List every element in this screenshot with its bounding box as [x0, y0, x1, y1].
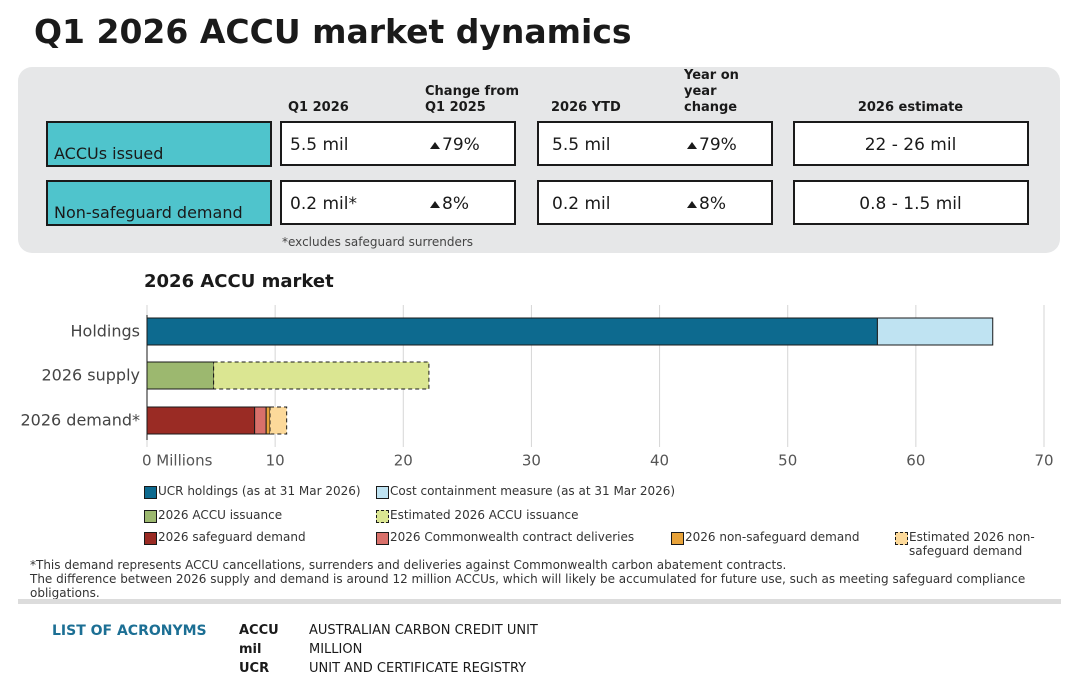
- legend-swatch: [671, 532, 684, 545]
- divider: [18, 599, 1061, 604]
- legend-swatch: [376, 486, 389, 499]
- bar: [269, 406, 288, 435]
- bar: [265, 406, 271, 435]
- column-header: Change from Q1 2025: [425, 84, 520, 115]
- acronym-meaning: UNIT AND CERTIFICATE REGISTRY: [309, 661, 527, 676]
- value-box: [793, 121, 1029, 166]
- acronyms-title: LIST OF ACRONYMS: [52, 623, 207, 639]
- bar: [876, 317, 994, 346]
- column-header: Year on year change: [684, 68, 739, 115]
- column-header: 2026 YTD: [551, 100, 621, 115]
- legend-swatch: [144, 486, 157, 499]
- acronym-meaning: AUSTRALIAN CARBON CREDIT UNIT: [309, 623, 538, 638]
- bar: [146, 406, 256, 435]
- value-box: [280, 180, 516, 225]
- legend-label: 2026 safeguard demand: [158, 530, 306, 544]
- column-header: 2026 estimate: [857, 100, 964, 115]
- legend-swatch: [144, 510, 157, 523]
- table-cell: 0.8 - 1.5 mil: [859, 194, 962, 214]
- table-cell: 79%: [699, 135, 737, 155]
- table-cell: 5.5 mil: [552, 135, 611, 155]
- up-arrow: [687, 142, 697, 149]
- y-tick-label: 2026 supply: [41, 366, 140, 385]
- value-box: [537, 180, 773, 225]
- table-cell: 8%: [442, 194, 469, 214]
- legend-swatch: [376, 532, 389, 545]
- table-cell: 79%: [442, 135, 480, 155]
- bar: [146, 361, 215, 390]
- table-cell: 5.5 mil: [290, 135, 349, 155]
- acronym: mil: [239, 642, 262, 657]
- row-label: Non-safeguard demand: [46, 180, 272, 226]
- y-tick-label: Holdings: [71, 322, 141, 341]
- acronym-meaning: MILLION: [309, 642, 363, 657]
- x-tick-label: 60: [906, 452, 925, 470]
- note: *This demand represents ACCU cancellatio…: [30, 558, 787, 572]
- x-tick-label: 50: [778, 452, 797, 470]
- value-box: [537, 121, 773, 166]
- value-box: [280, 121, 516, 166]
- notes: *This demand represents ACCU cancellatio…: [30, 558, 1090, 600]
- x-tick-label: 40: [650, 452, 669, 470]
- x-tick-label: 70: [1034, 452, 1053, 470]
- page-title: Q1 2026 ACCU market dynamics: [34, 12, 632, 51]
- column-header: Q1 2026: [288, 100, 349, 115]
- acronym: ACCU: [239, 623, 279, 638]
- table-cell: 8%: [699, 194, 726, 214]
- bar: [254, 406, 267, 435]
- legend-label: 2026 ACCU issuance: [158, 508, 283, 522]
- up-arrow: [430, 201, 440, 208]
- legend-label: 2026 non-safeguard demand: [685, 530, 860, 544]
- legend-swatch: [895, 532, 908, 545]
- row-label: ACCUs issued: [46, 121, 272, 167]
- acronym: UCR: [239, 661, 270, 676]
- y-tick-label: 2026 demand*: [21, 411, 141, 430]
- bar: [146, 317, 878, 346]
- up-arrow: [687, 201, 697, 208]
- table-footnote: *excludes safeguard surrenders: [282, 235, 474, 249]
- legend-swatch: [144, 532, 157, 545]
- legend-swatch: [376, 510, 389, 523]
- legend-label: Cost containment measure (as at 31 Mar 2…: [390, 484, 676, 498]
- x-tick-label: 30: [522, 452, 541, 470]
- x-tick-label: 20: [394, 452, 413, 470]
- bar: [213, 361, 430, 390]
- chart-title: 2026 ACCU market: [144, 271, 334, 292]
- legend-label: 2026 Commonwealth contract deliveries: [390, 530, 635, 544]
- x-tick-label: 0 Millions: [142, 452, 213, 470]
- table-cell: 22 - 26 mil: [864, 135, 957, 155]
- x-tick-label: 10: [266, 452, 285, 470]
- table-cell: 0.2 mil: [552, 194, 611, 214]
- note: The difference between 2026 supply and d…: [30, 572, 1026, 600]
- table-cell: 0.2 mil*: [290, 194, 357, 214]
- up-arrow: [430, 142, 440, 149]
- legend-label: Estimated 2026 non-safeguard demand: [909, 530, 1035, 558]
- value-box: [793, 180, 1029, 225]
- legend-label: UCR holdings (as at 31 Mar 2026): [158, 484, 361, 498]
- legend-label: Estimated 2026 ACCU issuance: [390, 508, 579, 522]
